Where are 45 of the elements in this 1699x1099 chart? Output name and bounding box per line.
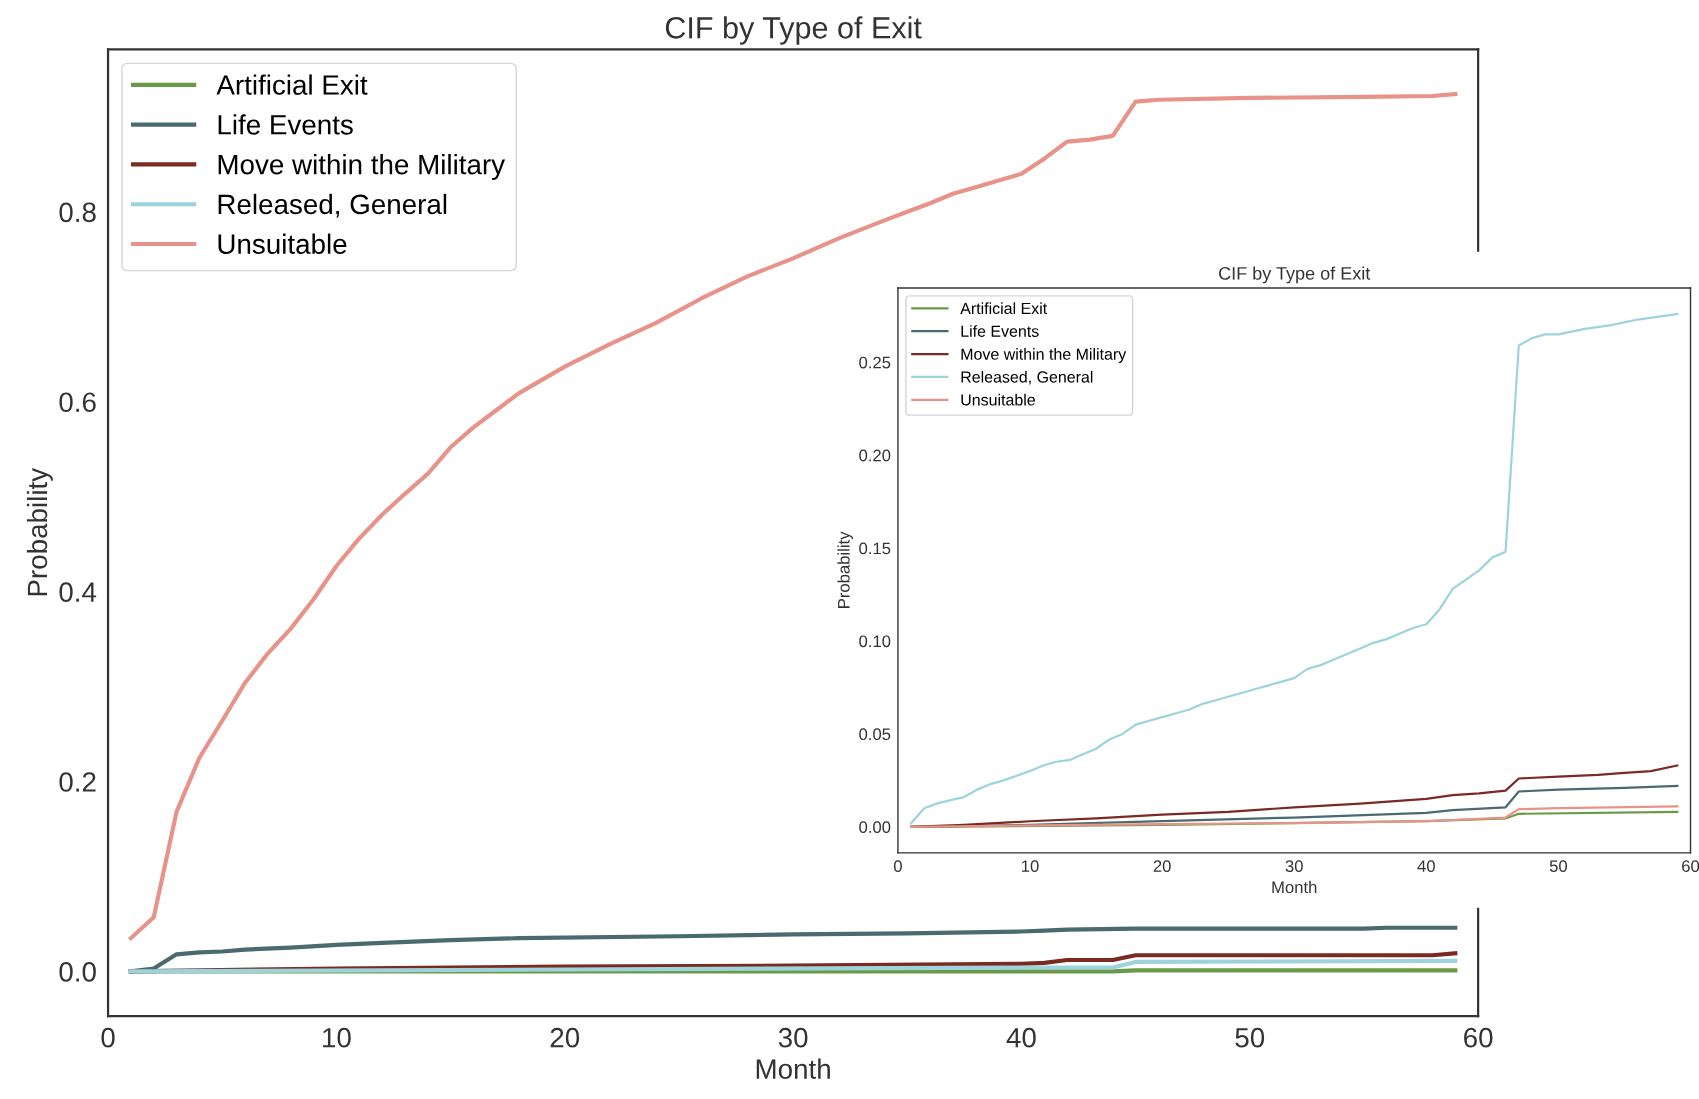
- x-axis-title: Month: [756, 1058, 830, 1079]
- x-tick-label: 50: [1549, 860, 1568, 873]
- x-tick-label: 40: [1006, 1027, 1036, 1048]
- chart-title: CIF by Type of Exit: [665, 16, 922, 45]
- x-tick-label: 60: [1682, 860, 1699, 873]
- legend-label: Move within the Military: [218, 154, 506, 180]
- y-tick-label: 0.6: [59, 392, 96, 413]
- y-tick-label: 0.2: [59, 772, 96, 792]
- y-tick-label: 0.25: [859, 356, 891, 369]
- y-tick-label: 0.20: [859, 449, 891, 462]
- line-series: [128, 925, 1458, 974]
- legend-label: Unsuitable: [218, 233, 347, 254]
- y-tick-label: 0.4: [59, 582, 97, 602]
- y-tick-label: 0.0: [59, 962, 96, 982]
- x-tick-label: 30: [778, 1027, 808, 1048]
- line-series: [910, 312, 1679, 825]
- legend-label: Released, General: [961, 370, 1093, 385]
- x-tick-label: 10: [323, 1027, 351, 1048]
- x-tick-label: 20: [550, 1027, 580, 1048]
- legend-label: Artificial Exit: [216, 74, 368, 95]
- y-axis-title: Probability: [26, 467, 53, 596]
- y-tick-label: 0.8: [59, 202, 96, 223]
- y-tick-label: 0.00: [859, 821, 891, 834]
- y-tick-label: 0.10: [859, 635, 891, 648]
- legend-label: Move within the Military: [961, 348, 1127, 363]
- line-series: [128, 958, 1458, 974]
- legend-label: Life Events: [218, 114, 353, 135]
- x-tick-label: 40: [1417, 860, 1435, 873]
- x-tick-label: 10: [1022, 860, 1039, 873]
- y-tick-label: 0.15: [859, 542, 891, 555]
- x-axis-title: Month: [1272, 880, 1317, 894]
- x-tick-label: 30: [1285, 860, 1303, 873]
- y-axis-title: Probability: [837, 531, 853, 608]
- x-tick-label: 20: [1153, 860, 1171, 873]
- legend-label: Artificial Exit: [960, 302, 1048, 315]
- legend-label: Life Events: [961, 325, 1039, 337]
- chart-title: CIF by Type of Exit: [1219, 266, 1371, 284]
- x-tick-label: 60: [1464, 1027, 1493, 1048]
- legend-label: Unsuitable: [961, 393, 1035, 406]
- y-tick-label: 0.05: [859, 728, 891, 741]
- line-series: [910, 805, 1679, 828]
- x-tick-label: 0: [893, 860, 902, 873]
- x-tick-label: 50: [1235, 1027, 1265, 1048]
- legend-label: Released, General: [218, 193, 447, 218]
- x-tick-label: 0: [101, 1027, 115, 1048]
